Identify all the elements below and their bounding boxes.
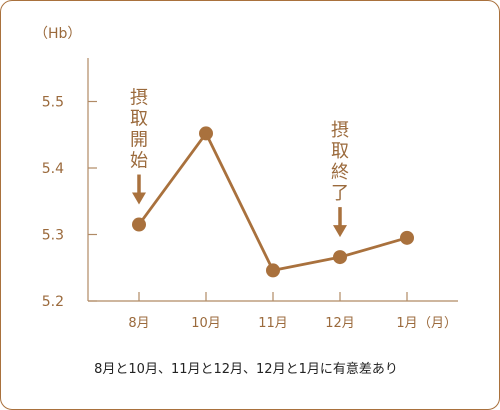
series — [132, 126, 414, 278]
x-tick-label: 10月 — [191, 316, 221, 331]
data-point — [333, 250, 347, 265]
y-tick-label: 5.5 — [42, 95, 64, 111]
x-tick-label: 8月 — [128, 316, 149, 331]
x-tick-label: 11月 — [258, 316, 288, 331]
data-point — [266, 263, 280, 278]
y-tick-label: 5.3 — [42, 228, 64, 244]
y-tick-label: 5.4 — [42, 161, 64, 177]
series-line — [137, 132, 408, 272]
x-tick-label: 1月 — [396, 316, 417, 331]
y-tick-label: 5.2 — [42, 294, 64, 310]
annotation-arrow-head — [132, 192, 146, 205]
annotation-arrow-head — [333, 225, 347, 238]
data-point — [132, 217, 146, 232]
data-point — [400, 230, 414, 245]
significance-note: 8月と10月、11月と12月、12月と1月に有意差あり — [94, 361, 398, 377]
x-tick-label: 12月 — [325, 316, 355, 331]
x-axis-unit: （月） — [418, 316, 457, 331]
y-ticks: 5.2 5.3 5.4 5.5 — [42, 95, 97, 310]
x-ticks: 8月 10月 11月 12月 1月 — [128, 292, 418, 331]
y-axis-label: （Hb） — [34, 26, 81, 42]
annotation-label: 摂取開始 — [130, 88, 148, 172]
annotations: 摂取開始 摂取終了 — [130, 88, 349, 238]
data-point — [199, 126, 213, 141]
annotation-label: 摂取終了 — [331, 120, 349, 204]
